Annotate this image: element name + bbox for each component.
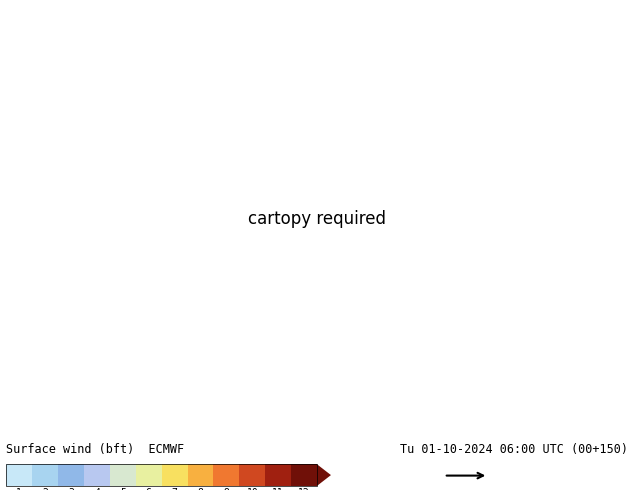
Text: 6: 6 — [146, 488, 152, 490]
Text: Surface wind (bft)  ECMWF: Surface wind (bft) ECMWF — [6, 442, 184, 456]
Text: 9: 9 — [223, 488, 230, 490]
Text: 1: 1 — [16, 488, 22, 490]
Bar — [265, 465, 291, 486]
Text: 11: 11 — [272, 488, 284, 490]
Bar — [58, 465, 84, 486]
Bar — [162, 465, 188, 486]
Text: 10: 10 — [247, 488, 258, 490]
Bar — [188, 465, 214, 486]
Bar — [291, 465, 317, 486]
Bar — [136, 465, 162, 486]
Text: 8: 8 — [198, 488, 204, 490]
Bar — [6, 465, 32, 486]
Bar — [84, 465, 110, 486]
Polygon shape — [317, 465, 331, 486]
Bar — [214, 465, 239, 486]
Bar — [32, 465, 58, 486]
Text: 12: 12 — [298, 488, 310, 490]
Bar — [6, 465, 317, 486]
Bar — [240, 465, 265, 486]
Text: 5: 5 — [120, 488, 126, 490]
Text: 2: 2 — [42, 488, 48, 490]
Text: Tu 01-10-2024 06:00 UTC (00+150): Tu 01-10-2024 06:00 UTC (00+150) — [399, 442, 628, 456]
Text: 3: 3 — [68, 488, 74, 490]
Bar — [110, 465, 136, 486]
Text: cartopy required: cartopy required — [248, 210, 386, 228]
Text: 7: 7 — [172, 488, 178, 490]
Text: 4: 4 — [94, 488, 100, 490]
